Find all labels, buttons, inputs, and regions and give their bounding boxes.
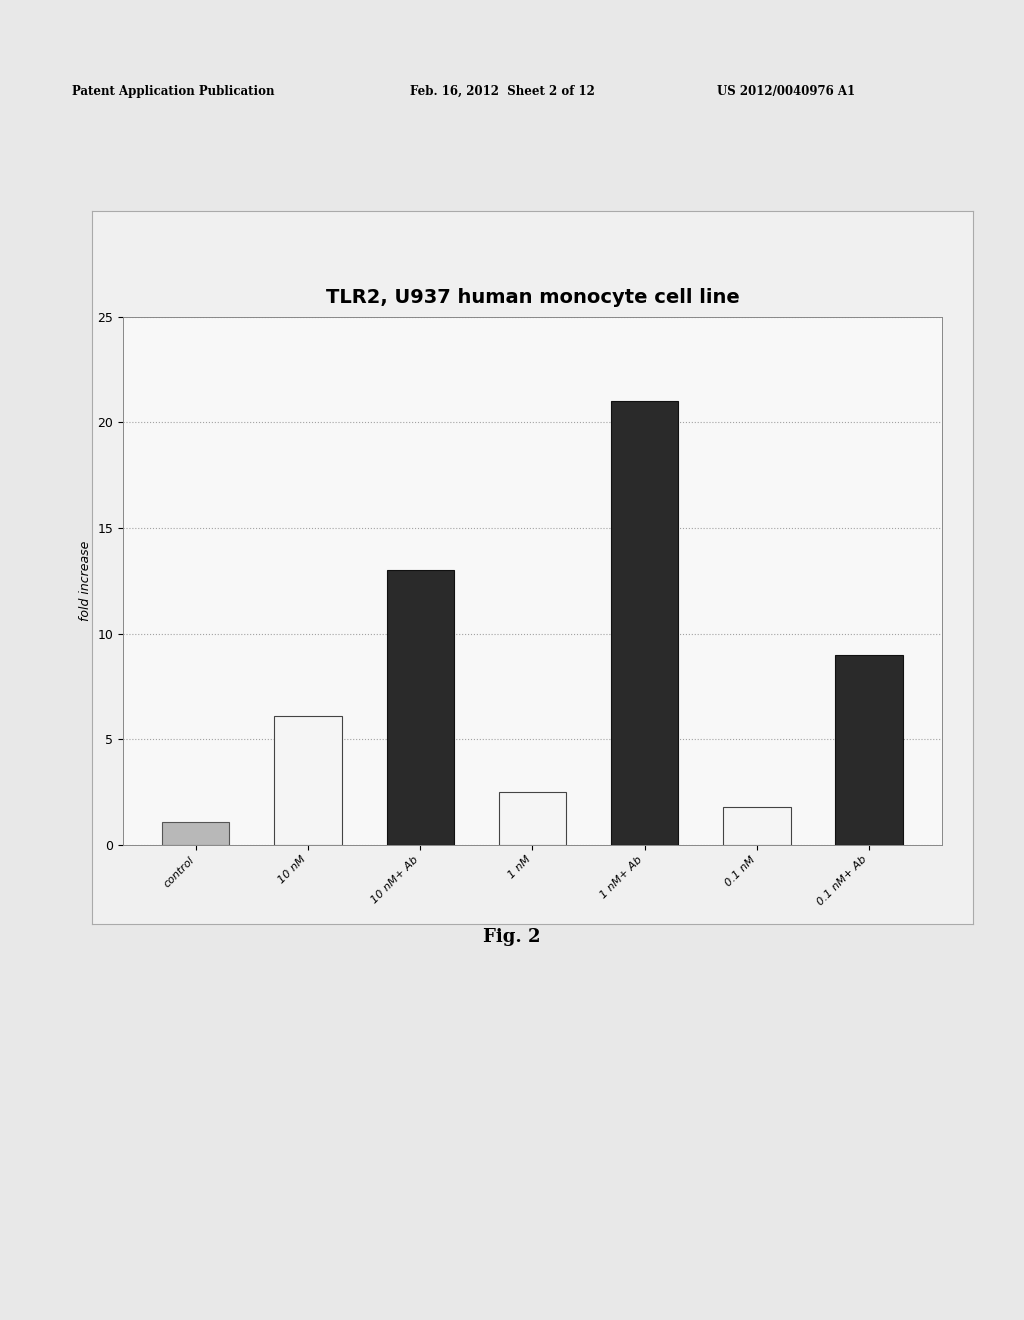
- Text: Patent Application Publication: Patent Application Publication: [72, 84, 274, 98]
- Bar: [723, 807, 791, 845]
- Bar: [274, 715, 342, 845]
- Text: Feb. 16, 2012  Sheet 2 of 12: Feb. 16, 2012 Sheet 2 of 12: [410, 84, 595, 98]
- Text: US 2012/0040976 A1: US 2012/0040976 A1: [717, 84, 855, 98]
- Bar: [499, 792, 566, 845]
- Bar: [162, 821, 229, 845]
- Y-axis label: fold increase: fold increase: [79, 541, 92, 620]
- Bar: [836, 655, 903, 845]
- Title: TLR2, U937 human monocyte cell line: TLR2, U937 human monocyte cell line: [326, 288, 739, 308]
- Text: Fig. 2: Fig. 2: [483, 928, 541, 946]
- Bar: [611, 401, 678, 845]
- Bar: [387, 570, 454, 845]
